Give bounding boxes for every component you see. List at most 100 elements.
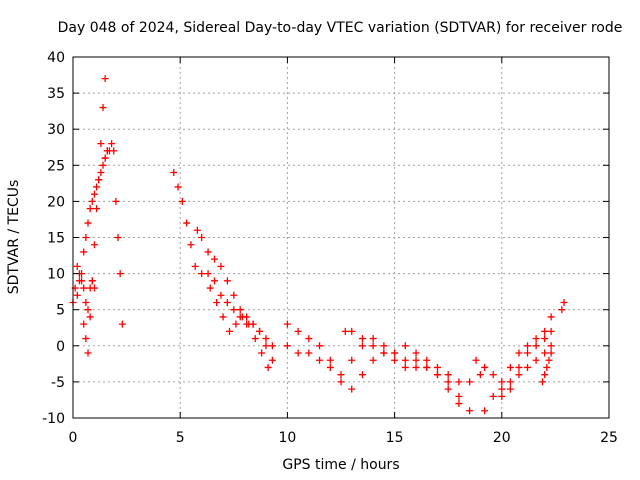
series-late-cluster bbox=[539, 298, 568, 386]
data-point bbox=[466, 407, 474, 415]
data-point bbox=[524, 363, 532, 371]
series-early-cluster-d bbox=[101, 140, 126, 328]
data-point bbox=[369, 335, 377, 343]
data-point bbox=[110, 147, 118, 155]
data-point bbox=[506, 385, 514, 393]
data-point bbox=[341, 327, 349, 335]
y-tick-label: 30 bbox=[47, 122, 65, 138]
data-point bbox=[82, 298, 90, 306]
data-point bbox=[262, 335, 270, 343]
data-point bbox=[532, 342, 540, 350]
series-afternoon-track-b bbox=[283, 342, 463, 408]
x-tick-label: 0 bbox=[69, 430, 78, 446]
data-point bbox=[217, 291, 225, 299]
data-point bbox=[348, 385, 356, 393]
data-point bbox=[489, 392, 497, 400]
y-axis-label: SDTVAR / TECUs bbox=[6, 180, 22, 295]
data-point bbox=[78, 277, 86, 285]
data-point bbox=[211, 277, 219, 285]
data-point bbox=[283, 342, 291, 350]
data-point bbox=[226, 327, 234, 335]
data-point bbox=[204, 270, 212, 278]
data-point bbox=[489, 371, 497, 379]
data-point bbox=[532, 335, 540, 343]
data-point bbox=[213, 298, 221, 306]
data-point bbox=[515, 349, 523, 357]
y-tick-label: 5 bbox=[56, 303, 65, 319]
data-point bbox=[84, 349, 92, 357]
data-point bbox=[326, 363, 334, 371]
x-tick-label: 10 bbox=[278, 430, 296, 446]
data-point bbox=[283, 320, 291, 328]
y-tick-label: 15 bbox=[47, 231, 65, 247]
data-point bbox=[412, 356, 420, 364]
data-point bbox=[369, 342, 377, 350]
y-tick-label: 35 bbox=[47, 86, 65, 102]
data-point bbox=[481, 363, 489, 371]
data-point bbox=[506, 363, 514, 371]
series-midday-track-c bbox=[206, 284, 272, 371]
data-point bbox=[455, 400, 463, 408]
data-point bbox=[268, 356, 276, 364]
data-point bbox=[84, 306, 92, 314]
data-point bbox=[97, 140, 105, 148]
data-point bbox=[191, 262, 199, 270]
data-point bbox=[170, 169, 178, 177]
data-point bbox=[305, 335, 313, 343]
grid-layer bbox=[73, 57, 609, 418]
data-point bbox=[498, 392, 506, 400]
data-point bbox=[337, 378, 345, 386]
data-point bbox=[90, 241, 98, 249]
series-evening-track-c bbox=[498, 342, 555, 400]
data-point bbox=[348, 327, 356, 335]
data-point bbox=[86, 313, 94, 321]
data-point bbox=[90, 190, 98, 198]
data-point bbox=[560, 298, 568, 306]
data-point bbox=[498, 385, 506, 393]
data-point bbox=[206, 284, 214, 292]
data-point bbox=[543, 363, 551, 371]
data-point bbox=[93, 183, 101, 191]
data-point bbox=[230, 291, 238, 299]
data-point bbox=[101, 154, 109, 162]
data-point bbox=[84, 219, 92, 227]
data-point bbox=[82, 234, 90, 241]
data-point bbox=[412, 363, 420, 371]
data-point bbox=[455, 378, 463, 386]
data-point bbox=[114, 234, 122, 241]
chart-title: Day 048 of 2024, Sidereal Day-to-day VTE… bbox=[58, 20, 623, 36]
data-point bbox=[223, 277, 231, 285]
series-midday-track-b bbox=[193, 226, 276, 350]
data-point bbox=[294, 349, 302, 357]
data-point bbox=[88, 277, 96, 285]
data-point bbox=[294, 327, 302, 335]
data-point bbox=[541, 327, 549, 335]
data-point bbox=[545, 356, 553, 364]
data-point bbox=[95, 176, 103, 184]
data-point bbox=[80, 248, 88, 256]
data-point bbox=[444, 371, 452, 379]
data-point bbox=[547, 349, 555, 357]
data-point bbox=[433, 371, 441, 379]
data-point bbox=[498, 378, 506, 386]
y-tick-label: 20 bbox=[47, 194, 65, 210]
y-tick-label: 0 bbox=[56, 339, 65, 355]
data-point bbox=[73, 262, 81, 270]
series-afternoon-track-a bbox=[283, 320, 474, 415]
data-point bbox=[232, 320, 240, 328]
data-point bbox=[547, 313, 555, 321]
data-point bbox=[112, 197, 120, 205]
data-point bbox=[401, 356, 409, 364]
data-point bbox=[236, 306, 244, 314]
series-afternoon-track-c bbox=[341, 327, 484, 386]
data-point bbox=[99, 104, 107, 112]
data-point bbox=[401, 342, 409, 350]
data-point bbox=[118, 320, 126, 328]
data-point bbox=[238, 313, 246, 321]
data-point bbox=[369, 356, 377, 364]
data-point bbox=[444, 385, 452, 393]
data-point bbox=[245, 320, 253, 328]
data-point bbox=[217, 262, 225, 270]
data-point bbox=[251, 335, 259, 343]
